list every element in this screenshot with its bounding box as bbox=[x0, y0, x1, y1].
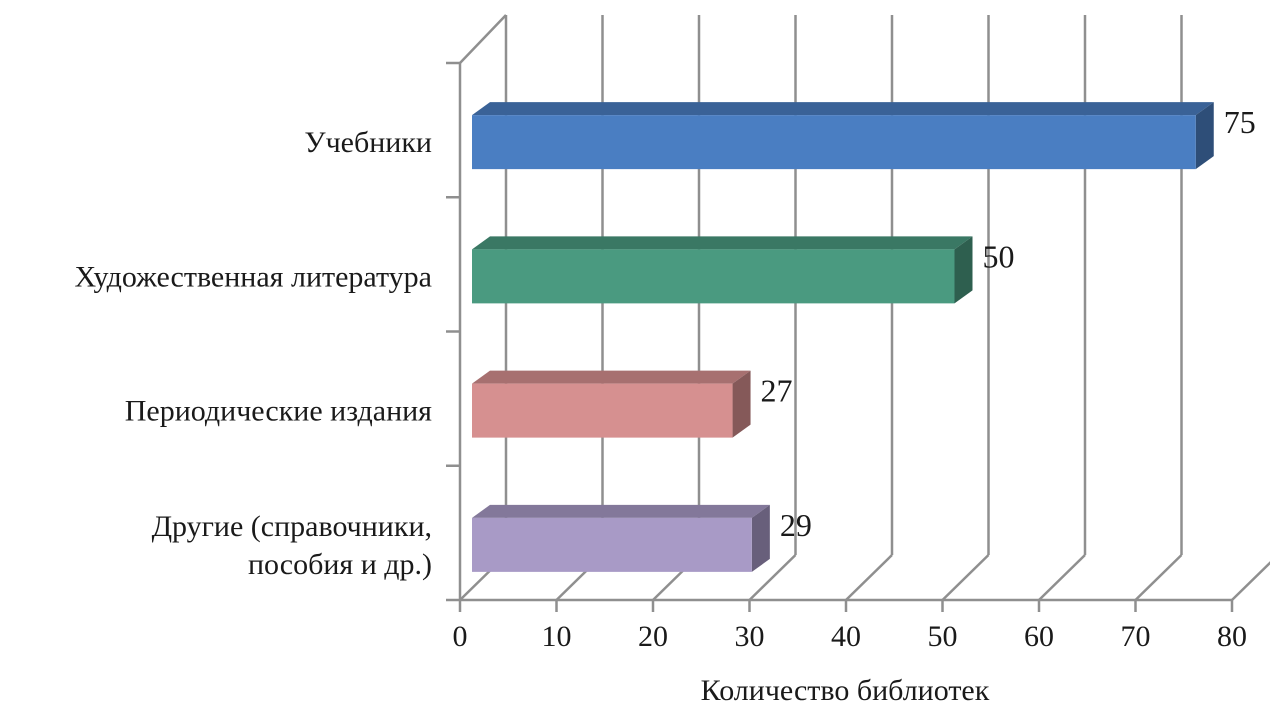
bar-side-face-3 bbox=[751, 504, 770, 572]
category-label-line-2-0: Периодические издания bbox=[125, 395, 432, 428]
category-label-3: Другие (справочники, пособия и др.) bbox=[152, 510, 432, 581]
x-tick-label-0: 0 bbox=[453, 620, 468, 653]
x-tick-label-1: 10 bbox=[542, 620, 572, 653]
category-label-line-3-0: Другие (справочники, bbox=[152, 510, 432, 543]
category-label-line-3-1: пособия и др.) bbox=[248, 548, 432, 581]
bar-front-face-1 bbox=[472, 249, 955, 304]
data-label-3: 29 bbox=[780, 507, 812, 543]
bar-top-face-2 bbox=[472, 370, 751, 384]
bars bbox=[472, 102, 1214, 572]
bar-top-face-3 bbox=[472, 504, 770, 518]
data-label-1: 50 bbox=[983, 238, 1015, 274]
x-tick-label-3: 30 bbox=[735, 620, 765, 653]
bar-top-face-0 bbox=[472, 102, 1214, 116]
x-tick-label-5: 50 bbox=[928, 620, 958, 653]
floor-gridline-5 bbox=[941, 554, 990, 601]
category-label-0: Учебники bbox=[304, 126, 432, 159]
bar-side-face-2 bbox=[732, 370, 751, 438]
floor-gridline-3 bbox=[748, 554, 797, 601]
floor-gridline-7 bbox=[1134, 554, 1183, 601]
x-tick-label-6: 60 bbox=[1024, 620, 1054, 653]
category-label-line-1-0: Художественная литература bbox=[74, 260, 432, 293]
x-tick-label-8: 80 bbox=[1217, 620, 1247, 653]
bar-side-face-0 bbox=[1195, 102, 1214, 170]
bar-3 bbox=[472, 504, 770, 572]
bar-front-face-2 bbox=[472, 383, 733, 438]
category-label-2: Периодические издания bbox=[125, 395, 432, 428]
x-tick-label-2: 20 bbox=[638, 620, 668, 653]
bar-0 bbox=[472, 102, 1214, 170]
floor-gridline-4 bbox=[845, 554, 893, 601]
floor-gridline-8 bbox=[1231, 561, 1270, 601]
category-label-1: Художественная литература bbox=[74, 260, 432, 293]
x-tick-label-7: 70 bbox=[1121, 620, 1151, 653]
bar-1 bbox=[472, 236, 973, 304]
axes bbox=[446, 14, 1234, 612]
bar-2 bbox=[472, 370, 751, 438]
data-label-0: 75 bbox=[1224, 104, 1256, 140]
labels: 0 10 20 30 40 50 60 70 80 75 Учебники 50 Художествен… bbox=[74, 104, 1255, 653]
category-label-line-0-0: Учебники bbox=[304, 126, 432, 159]
bar-front-face-0 bbox=[472, 115, 1196, 170]
data-label-2: 27 bbox=[761, 373, 793, 409]
x-tick-label-4: 40 bbox=[831, 620, 861, 653]
left-wall-top-edge bbox=[459, 14, 507, 64]
bar-front-face-3 bbox=[472, 517, 752, 572]
floor-gridline-6 bbox=[1038, 554, 1086, 601]
bar-top-face-1 bbox=[472, 236, 973, 250]
bar-side-face-1 bbox=[954, 236, 973, 304]
x-axis-title: Количество библиотек bbox=[701, 674, 990, 705]
